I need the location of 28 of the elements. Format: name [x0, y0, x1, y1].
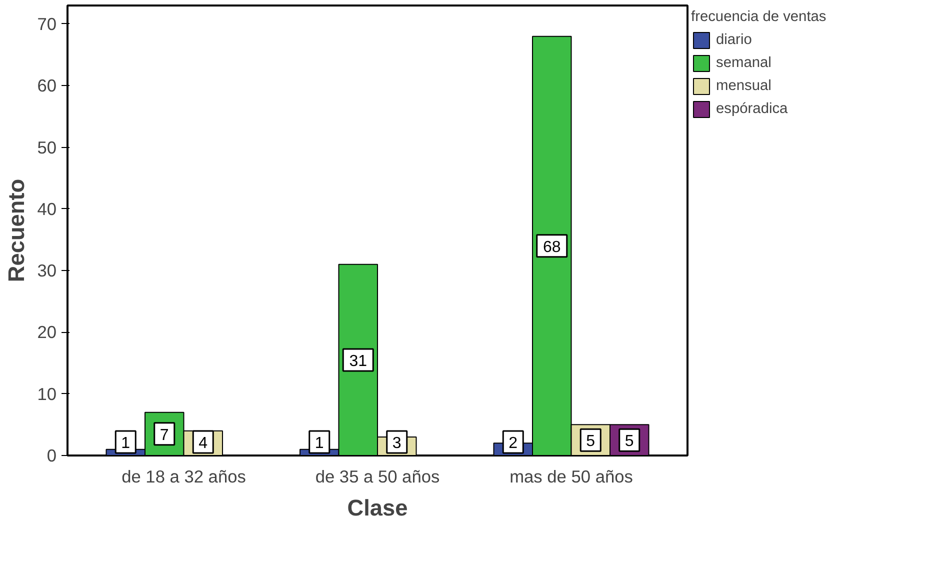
data-label: 2 — [508, 435, 518, 452]
data-label: 5 — [624, 433, 634, 450]
x-tick-label: de 35 a 50 años — [315, 466, 440, 486]
y-tick-label: 0 — [46, 446, 57, 466]
legend-label: diario — [716, 32, 752, 48]
data-label: 7 — [160, 426, 169, 444]
legend-title: frecuencia de ventas — [691, 9, 826, 25]
y-tick-label: 20 — [37, 322, 57, 342]
y-tick-label: 50 — [37, 137, 57, 158]
data-label: 5 — [586, 433, 596, 450]
data-label: 1 — [314, 435, 324, 452]
legend-label: espóradica — [716, 101, 788, 117]
y-tick-label: 10 — [37, 384, 57, 404]
legend-label: mensual — [716, 78, 772, 94]
x-tick-label: mas de 50 años — [510, 466, 634, 486]
y-axis-title: Recuento — [3, 178, 30, 282]
data-label: 1 — [121, 435, 130, 452]
y-tick-label: 70 — [37, 14, 57, 34]
data-label: 4 — [198, 435, 208, 452]
x-axis-title: Clase — [347, 494, 408, 520]
y-tick-label: 60 — [37, 76, 57, 96]
x-tick-label: de 18 a 32 años — [122, 466, 246, 486]
data-label: 3 — [392, 435, 402, 452]
data-label: 31 — [349, 352, 368, 370]
data-label: 68 — [542, 238, 561, 256]
legend-label: semanal — [716, 55, 772, 71]
y-tick-label: 40 — [37, 198, 57, 219]
y-tick-label: 30 — [37, 260, 57, 281]
